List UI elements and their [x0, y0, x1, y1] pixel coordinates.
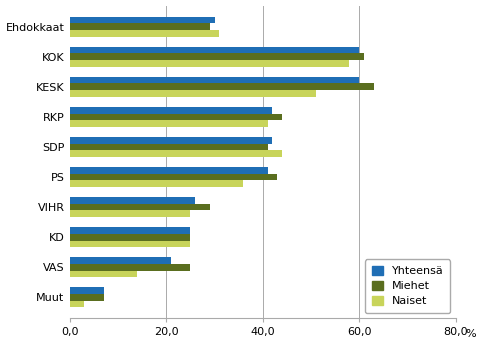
Bar	[70, 17, 214, 23]
Bar	[70, 301, 84, 307]
Bar	[70, 234, 190, 240]
Bar	[70, 167, 267, 174]
Bar	[70, 47, 359, 54]
Bar	[70, 150, 281, 157]
Bar	[70, 23, 209, 30]
Bar	[70, 174, 276, 180]
Bar	[70, 120, 267, 127]
Bar	[70, 30, 219, 37]
Bar	[70, 114, 281, 120]
Text: %: %	[464, 329, 475, 339]
Bar	[70, 197, 195, 204]
Bar	[70, 204, 209, 210]
Bar	[70, 257, 171, 264]
Bar	[70, 90, 315, 97]
Bar	[70, 264, 190, 271]
Bar	[70, 107, 272, 114]
Bar	[70, 54, 363, 60]
Bar	[70, 227, 190, 234]
Bar	[70, 271, 137, 277]
Bar	[70, 77, 359, 83]
Bar	[70, 137, 272, 144]
Bar	[70, 240, 190, 247]
Bar	[70, 83, 373, 90]
Legend: Yhteensä, Miehet, Naiset: Yhteensä, Miehet, Naiset	[364, 259, 449, 313]
Bar	[70, 180, 243, 187]
Bar	[70, 287, 104, 294]
Bar	[70, 144, 267, 150]
Bar	[70, 60, 349, 67]
Bar	[70, 210, 190, 217]
Bar	[70, 294, 104, 301]
